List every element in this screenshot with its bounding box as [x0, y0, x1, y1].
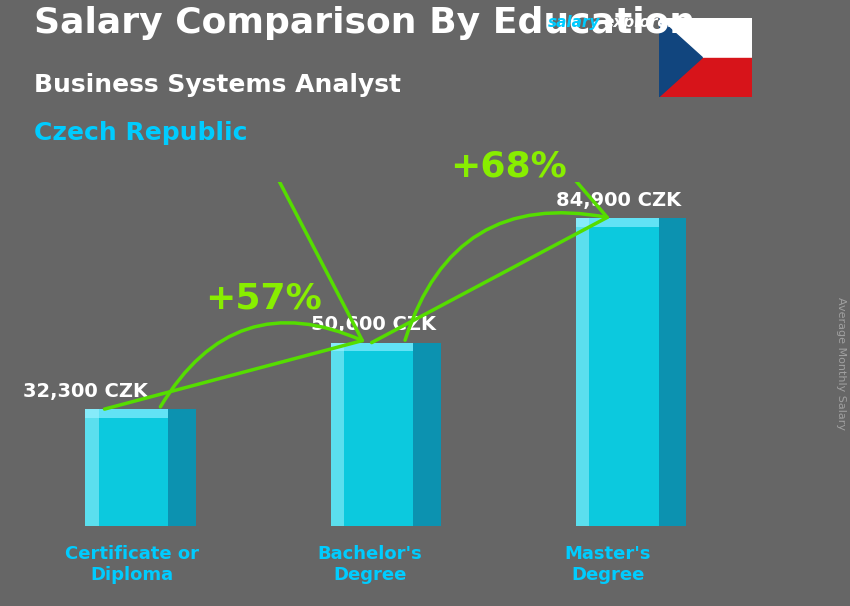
- FancyArrowPatch shape: [105, 104, 362, 409]
- FancyBboxPatch shape: [331, 343, 344, 527]
- FancyBboxPatch shape: [331, 343, 413, 351]
- Text: explorer.com: explorer.com: [604, 15, 715, 30]
- Text: Master's
Degree: Master's Degree: [564, 545, 651, 584]
- Bar: [659, 18, 752, 58]
- FancyBboxPatch shape: [331, 343, 413, 527]
- FancyArrowPatch shape: [371, 15, 607, 342]
- FancyBboxPatch shape: [659, 218, 686, 527]
- Text: Business Systems Analyst: Business Systems Analyst: [34, 73, 401, 97]
- Text: 84,900 CZK: 84,900 CZK: [556, 191, 682, 210]
- FancyBboxPatch shape: [85, 409, 99, 527]
- Text: salary: salary: [548, 15, 601, 30]
- Text: Bachelor's
Degree: Bachelor's Degree: [317, 545, 422, 584]
- FancyBboxPatch shape: [576, 218, 659, 227]
- FancyBboxPatch shape: [413, 343, 441, 527]
- FancyBboxPatch shape: [168, 409, 196, 527]
- Bar: [659, 58, 752, 97]
- Text: Average Monthly Salary: Average Monthly Salary: [836, 297, 846, 430]
- Text: Certificate or
Diploma: Certificate or Diploma: [65, 545, 199, 584]
- Text: Salary Comparison By Education: Salary Comparison By Education: [34, 6, 695, 40]
- FancyBboxPatch shape: [576, 218, 659, 527]
- Text: Czech Republic: Czech Republic: [34, 121, 247, 145]
- Text: +68%: +68%: [450, 150, 567, 184]
- FancyBboxPatch shape: [85, 409, 168, 527]
- Text: 32,300 CZK: 32,300 CZK: [23, 382, 148, 401]
- Text: 50,600 CZK: 50,600 CZK: [311, 315, 436, 335]
- FancyBboxPatch shape: [576, 218, 589, 527]
- Text: +57%: +57%: [205, 281, 321, 315]
- FancyBboxPatch shape: [85, 409, 168, 418]
- Polygon shape: [659, 18, 702, 97]
